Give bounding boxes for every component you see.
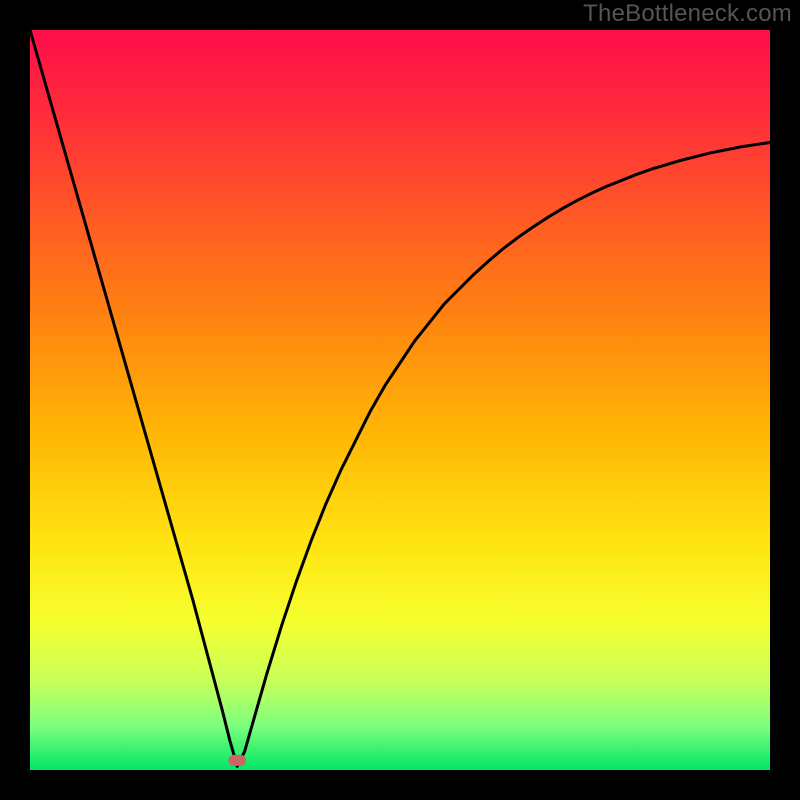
chart-container: TheBottleneck.com	[0, 0, 800, 800]
bottleneck-chart	[0, 0, 800, 800]
optimum-marker	[228, 755, 246, 766]
plot-background	[30, 30, 770, 770]
watermark-text: TheBottleneck.com	[583, 0, 792, 28]
